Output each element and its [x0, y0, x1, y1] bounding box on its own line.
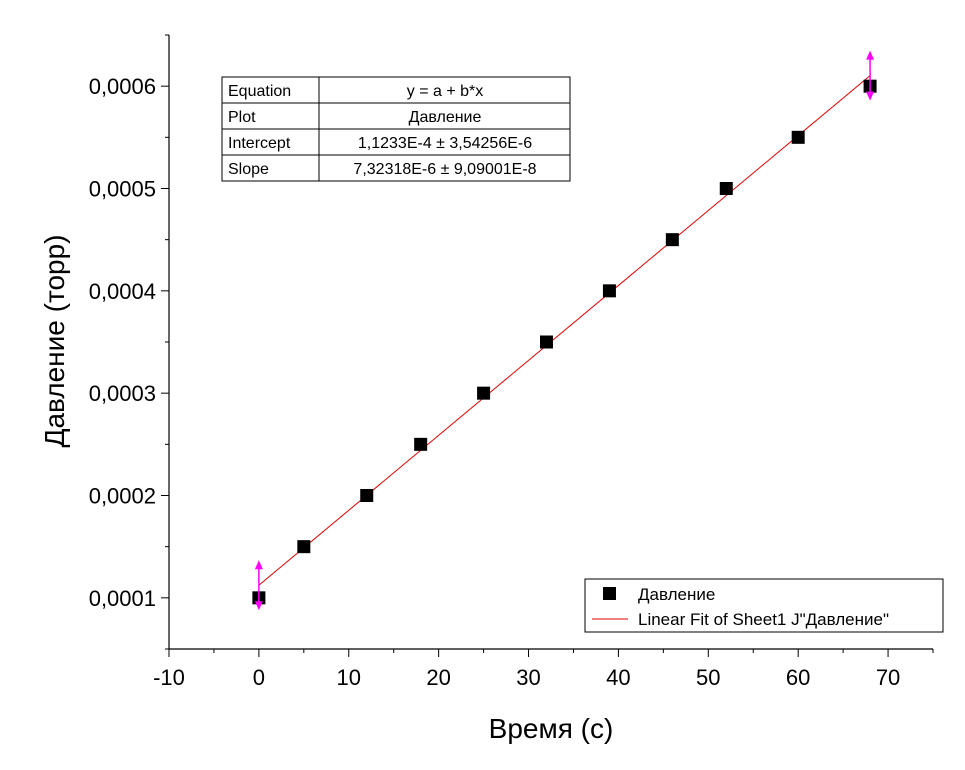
- x-tick-label: 60: [786, 665, 810, 690]
- y-axis-ticks: 0,0001 0,0002 0,0003 0,0004 0,0005 0,0006: [89, 34, 169, 650]
- legend-square-marker: [603, 587, 616, 600]
- data-point: [477, 386, 491, 400]
- endpoint-markers-group: [254, 50, 875, 611]
- x-tick-label: -10: [153, 665, 185, 690]
- endpoint-arrow-down: [866, 91, 875, 101]
- x-tick-label: 70: [876, 665, 900, 690]
- fit-table: Equation y = a + b*x Plot Давление Inter…: [221, 76, 571, 182]
- fit-table-label-plot: Plot: [228, 109, 256, 126]
- x-tick-label: 20: [426, 665, 450, 690]
- data-point: [791, 130, 805, 144]
- fit-table-value-slope: 7,32318E-6 ± 9,09001E-8: [353, 161, 536, 178]
- fit-table-value-equation: y = a + b*x: [407, 83, 484, 100]
- y-axis-title: Давление (торр): [39, 234, 70, 447]
- data-point: [360, 489, 374, 502]
- y-tick-label: 0,0005: [89, 177, 156, 202]
- data-point: [540, 335, 554, 349]
- x-axis-title: Время (с): [489, 713, 614, 744]
- fit-table-value-intercept: 1,1233E-4 ± 3,54256E-6: [358, 135, 532, 152]
- x-tick-label: 10: [337, 665, 361, 690]
- y-tick-label: 0,0002: [89, 484, 156, 509]
- data-point: [665, 233, 679, 247]
- y-tick-label: 0,0006: [89, 74, 156, 99]
- y-tick-label: 0,0003: [89, 381, 156, 406]
- y-tick-label: 0,0001: [89, 586, 156, 611]
- x-tick-label: 0: [253, 665, 265, 690]
- x-tick-label: 30: [516, 665, 540, 690]
- fit-table-label-equation: Equation: [228, 83, 291, 100]
- data-point: [602, 284, 616, 298]
- data-points-group: [252, 79, 877, 605]
- endpoint-arrow-down: [254, 601, 263, 611]
- data-point: [297, 540, 311, 554]
- endpoint-arrow-up: [254, 560, 263, 570]
- data-point: [719, 182, 733, 195]
- legend-label-points: Давление: [638, 585, 715, 604]
- x-axis-ticks: -10 0 10 20 30 40 50 60 70: [153, 649, 934, 690]
- fit-table-value-plot: Давление: [409, 109, 482, 126]
- legend: Давление Linear Fit of Sheet1 J"Давление…: [584, 578, 944, 633]
- legend-label-fit: Linear Fit of Sheet1 J"Давление": [638, 610, 889, 629]
- fit-table-label-slope: Slope: [228, 161, 269, 178]
- x-tick-label: 40: [606, 665, 630, 690]
- endpoint-arrow-up: [866, 50, 875, 60]
- x-tick-label: 50: [696, 665, 720, 690]
- y-tick-label: 0,0004: [89, 279, 156, 304]
- fit-table-label-intercept: Intercept: [228, 135, 291, 152]
- data-point: [414, 437, 428, 451]
